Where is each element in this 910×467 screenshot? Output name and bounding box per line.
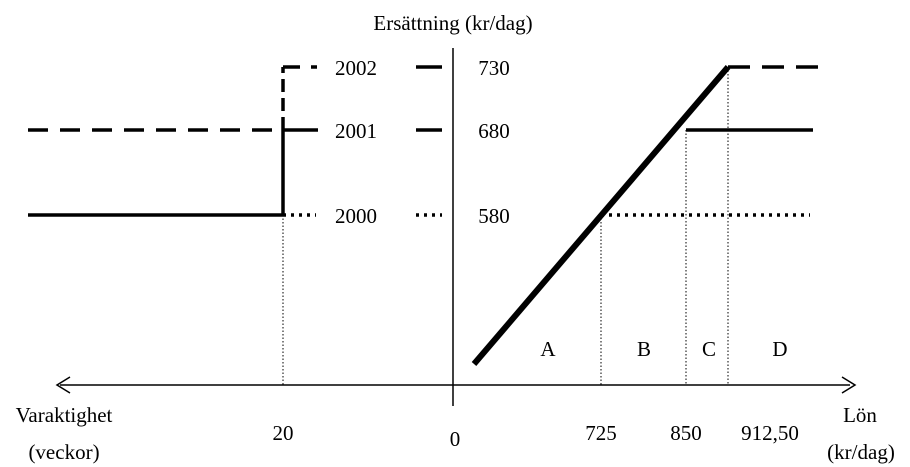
region-label-a: A bbox=[540, 337, 556, 361]
wage-tick-725: 725 bbox=[585, 421, 617, 445]
region-label-c: C bbox=[702, 337, 716, 361]
region-label-d: D bbox=[772, 337, 787, 361]
right-axis-label-line2: (kr/dag) bbox=[827, 440, 895, 464]
duration-tick-20: 20 bbox=[273, 421, 294, 445]
year-label-2000: 2000 bbox=[335, 204, 377, 228]
y-axis-label: Ersättning (kr/dag) bbox=[373, 11, 532, 35]
wage-curves bbox=[471, 65, 828, 366]
axes bbox=[55, 48, 857, 406]
axis-arrow-left bbox=[55, 376, 71, 394]
axis-arrow-right bbox=[841, 376, 857, 394]
guide-lines bbox=[282, 67, 729, 385]
wage-tick-912: 912,50 bbox=[741, 421, 799, 445]
year-label-2002: 2002 bbox=[335, 56, 377, 80]
left-axis-label-line2: (veckor) bbox=[28, 440, 99, 464]
right-axis-label-line1: Lön bbox=[843, 403, 877, 427]
origin-label: 0 bbox=[450, 427, 461, 451]
wage-tick-850: 850 bbox=[670, 421, 702, 445]
value-label-680: 680 bbox=[478, 119, 510, 143]
duration-curves bbox=[28, 65, 442, 217]
value-label-730: 730 bbox=[478, 56, 510, 80]
region-label-b: B bbox=[637, 337, 651, 361]
year-label-2001: 2001 bbox=[335, 119, 377, 143]
labels: Ersättning (kr/dag) 2002 2001 2000 730 6… bbox=[16, 11, 895, 464]
left-axis-label-line1: Varaktighet bbox=[16, 403, 113, 427]
value-label-580: 580 bbox=[478, 204, 510, 228]
